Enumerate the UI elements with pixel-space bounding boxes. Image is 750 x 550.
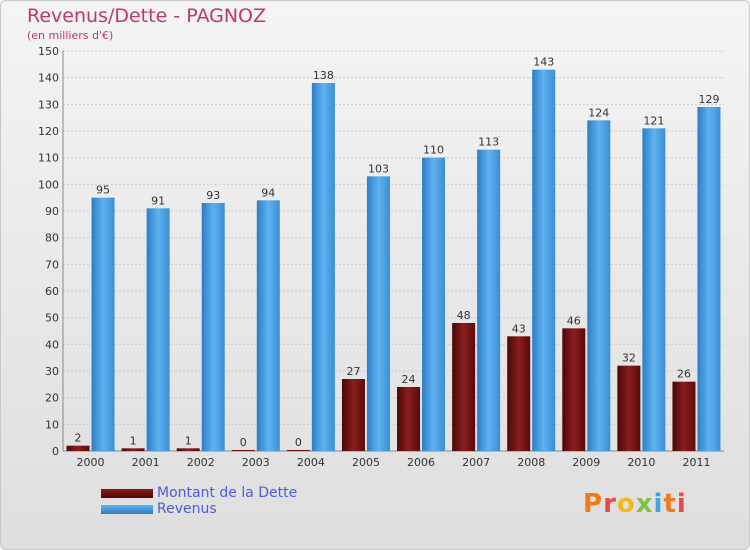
y-tick-label: 150 <box>38 45 59 58</box>
bar-revenue <box>697 107 721 451</box>
y-tick-label: 60 <box>45 285 59 298</box>
logo-letter: i <box>676 489 687 519</box>
legend-label-debt: Montant de la Dette <box>157 485 298 501</box>
y-tick-label: 30 <box>45 365 59 378</box>
y-tick-label: 120 <box>38 125 59 138</box>
logo-letter: P <box>583 489 604 519</box>
bar-debt <box>507 336 531 451</box>
legend-swatch-debt <box>101 489 153 498</box>
data-label-revenue: 121 <box>643 114 664 127</box>
data-label-debt: 48 <box>457 309 471 322</box>
data-label-revenue: 103 <box>368 162 389 175</box>
data-label-debt: 1 <box>185 434 192 447</box>
y-tick-label: 70 <box>45 258 59 271</box>
y-tick-label: 40 <box>45 338 59 351</box>
data-label-revenue: 143 <box>533 56 554 69</box>
y-tick-label: 130 <box>38 98 59 111</box>
data-label-revenue: 113 <box>478 136 499 149</box>
bar-debt <box>121 448 145 451</box>
data-label-debt: 26 <box>677 368 691 381</box>
bar-debt <box>176 448 200 451</box>
data-label-debt: 43 <box>512 322 526 335</box>
bar-revenue <box>146 208 170 451</box>
bar-revenue <box>366 176 390 452</box>
data-label-debt: 27 <box>346 365 360 378</box>
data-label-revenue: 124 <box>588 106 609 119</box>
data-label-revenue: 91 <box>151 194 165 207</box>
x-tick-label: 2004 <box>297 456 325 469</box>
data-label-debt: 24 <box>402 373 416 386</box>
legend-swatch-revenue <box>101 505 153 514</box>
y-tick-label: 10 <box>45 418 59 431</box>
x-tick-label: 2007 <box>462 456 490 469</box>
x-tick-label: 2009 <box>572 456 600 469</box>
data-label-revenue: 138 <box>313 69 334 82</box>
logo-letter: i <box>653 489 664 519</box>
bar-debt <box>341 379 365 451</box>
bar-revenue <box>587 120 611 451</box>
bar-revenue <box>477 149 501 451</box>
x-tick-label: 2008 <box>517 456 545 469</box>
bar-revenue <box>532 69 556 452</box>
bar-debt <box>397 387 421 451</box>
data-label-debt: 0 <box>295 436 302 449</box>
y-tick-label: 140 <box>38 72 59 85</box>
bar-debt <box>231 450 255 451</box>
chart-subtitle: (en milliers d'€) <box>27 29 114 42</box>
x-tick-label: 2000 <box>77 456 105 469</box>
bar-revenue <box>256 200 280 451</box>
y-tick-label: 90 <box>45 205 59 218</box>
x-tick-label: 2001 <box>132 456 160 469</box>
logo-letter: r <box>603 489 617 519</box>
logo-letter: t <box>663 489 677 519</box>
bar-revenue <box>422 157 446 451</box>
data-label-debt: 32 <box>622 352 636 365</box>
chart-title: Revenus/Dette - PAGNOZ <box>27 5 267 27</box>
bar-debt <box>562 328 586 451</box>
bar-debt <box>617 365 641 451</box>
data-label-revenue: 129 <box>698 93 719 106</box>
x-tick-label: 2010 <box>627 456 655 469</box>
bar-revenue <box>311 83 335 451</box>
bar-debt <box>286 450 310 451</box>
legend-label-revenue: Revenus <box>157 501 217 517</box>
y-tick-label: 20 <box>45 392 59 405</box>
bar-revenue <box>642 128 666 451</box>
y-tick-label: 80 <box>45 232 59 245</box>
y-tick-label: 50 <box>45 312 59 325</box>
y-tick-label: 100 <box>38 178 59 191</box>
y-tick-label: 0 <box>52 445 59 458</box>
y-tick-label: 110 <box>38 152 59 165</box>
logo-letter: x <box>635 489 654 519</box>
bar-debt <box>672 381 696 451</box>
x-tick-label: 2002 <box>187 456 215 469</box>
bar-revenue <box>201 203 225 451</box>
x-tick-label: 2003 <box>242 456 270 469</box>
x-tick-label: 2005 <box>352 456 380 469</box>
bar-debt <box>66 445 90 451</box>
data-label-revenue: 95 <box>96 184 110 197</box>
logo-letter: o <box>616 489 636 519</box>
bar-revenue <box>91 197 115 451</box>
data-label-revenue: 110 <box>423 144 444 157</box>
bar-debt <box>452 323 476 451</box>
data-label-debt: 1 <box>130 434 137 447</box>
data-label-revenue: 93 <box>206 189 220 202</box>
data-label-debt: 2 <box>75 432 82 445</box>
data-label-debt: 0 <box>240 436 247 449</box>
data-label-revenue: 94 <box>261 186 275 199</box>
x-tick-label: 2006 <box>407 456 435 469</box>
proxiti-logo: Proxiti <box>583 489 687 519</box>
data-label-debt: 46 <box>567 314 581 327</box>
x-tick-label: 2011 <box>682 456 710 469</box>
